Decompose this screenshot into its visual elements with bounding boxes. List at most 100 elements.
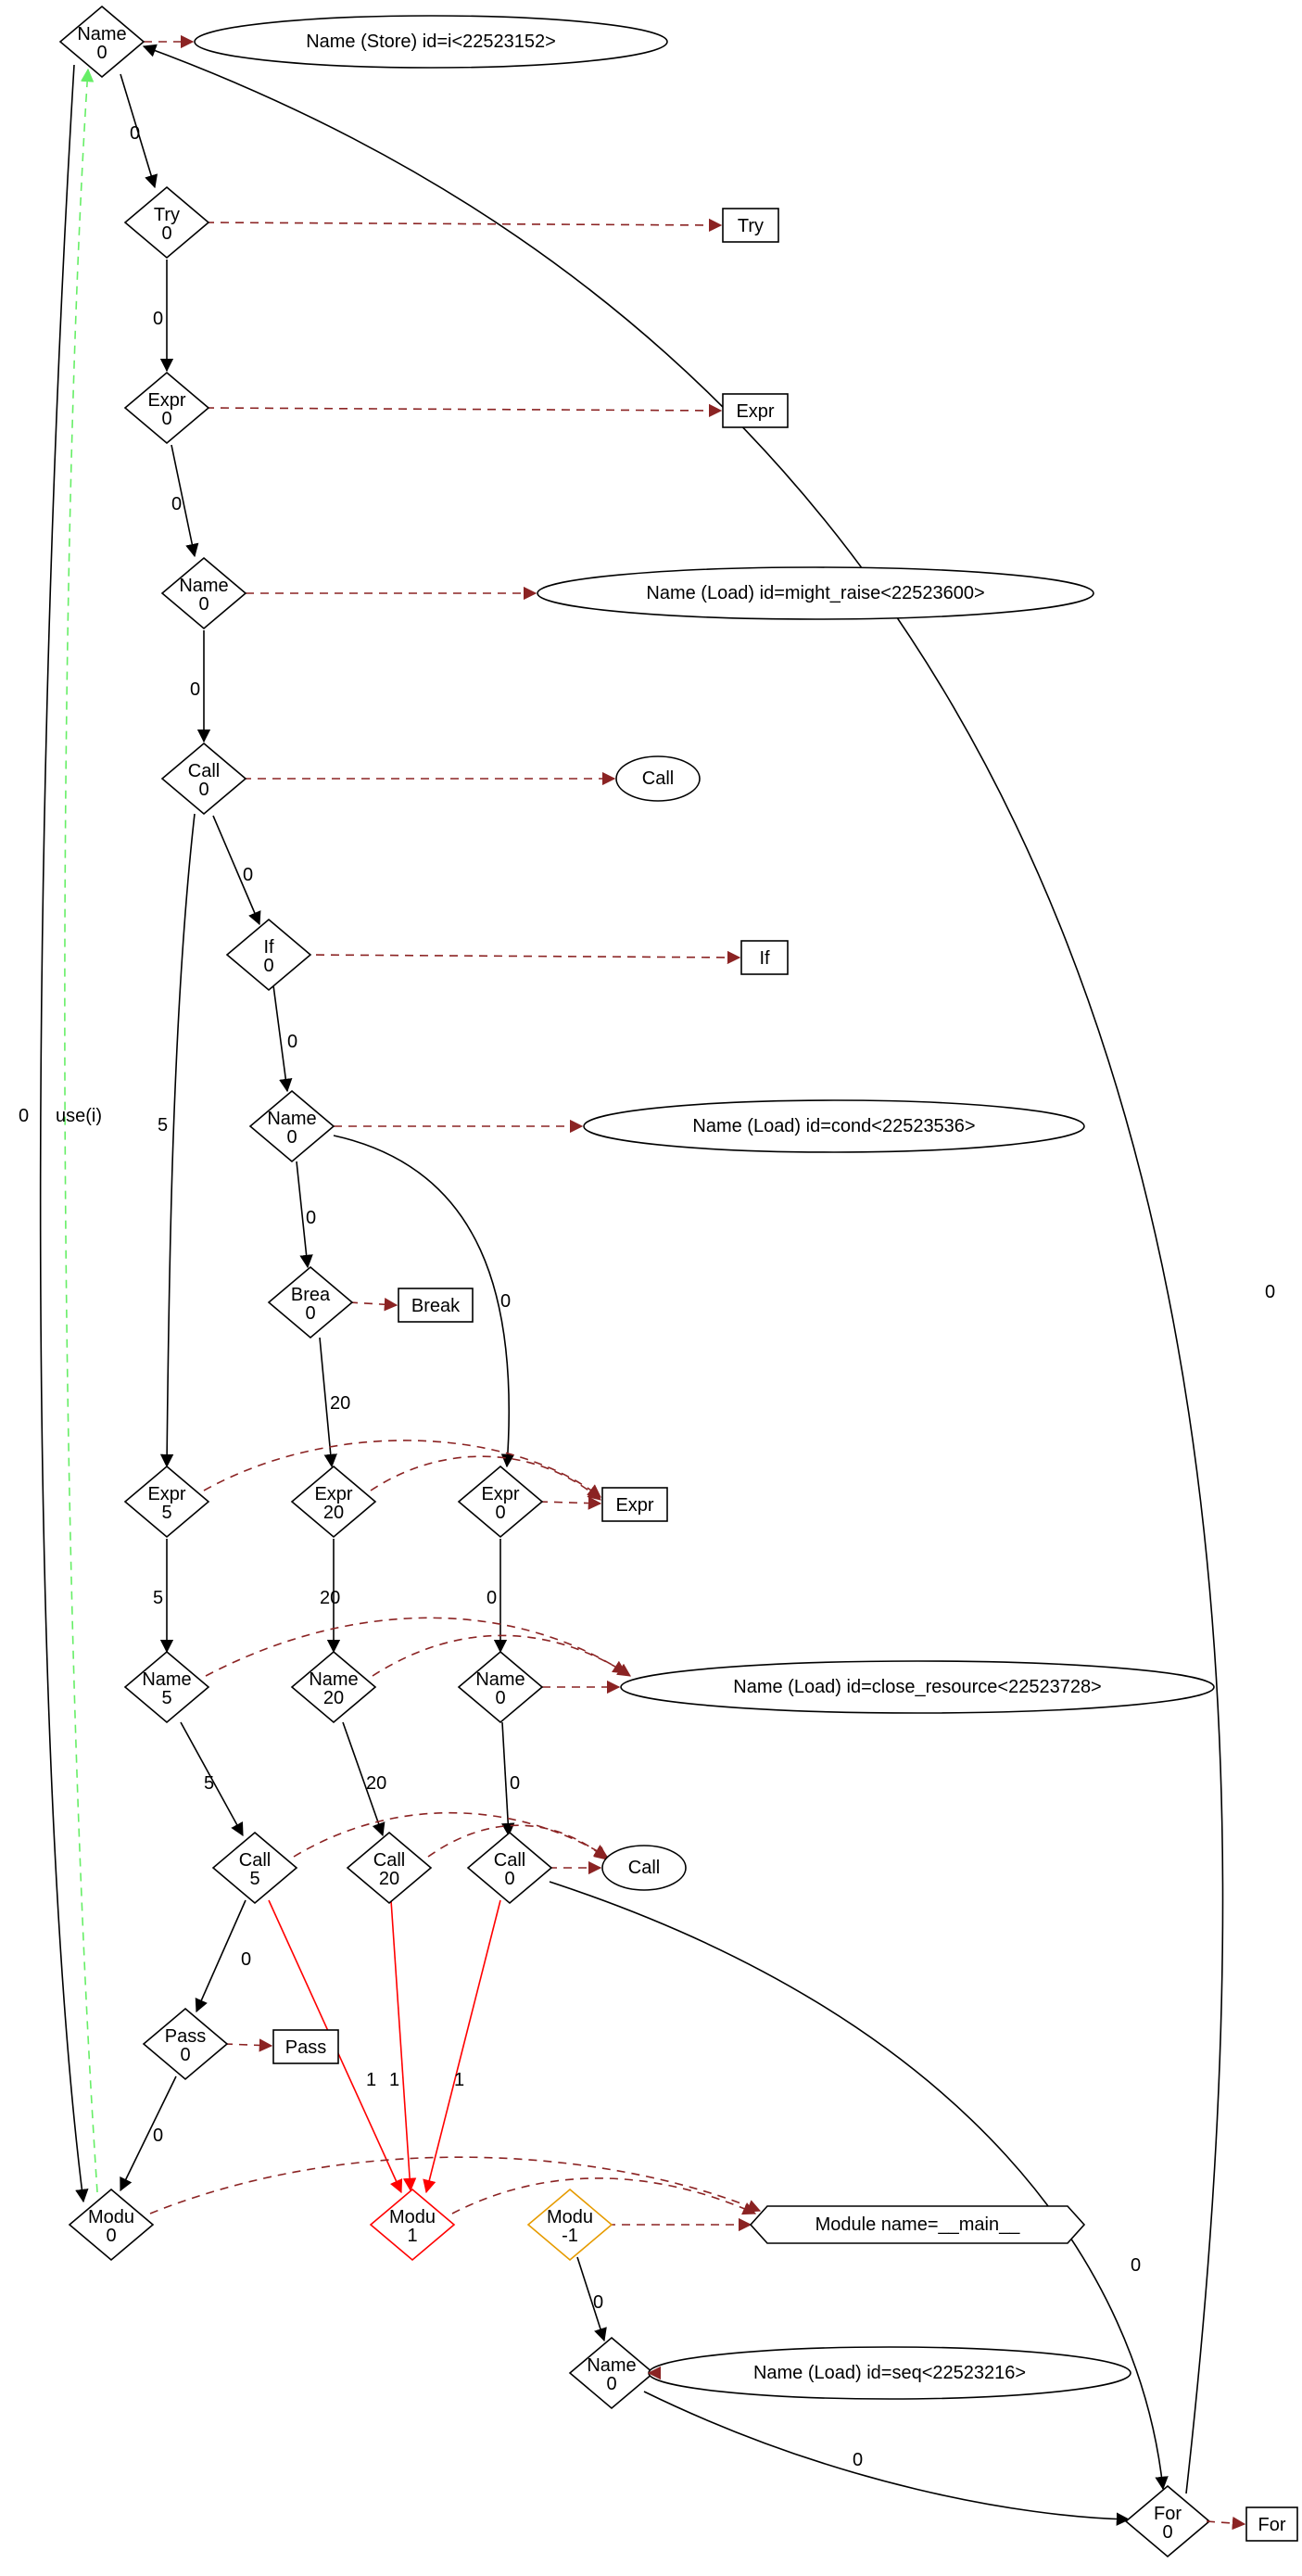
edge-label: 0 (500, 1291, 511, 1312)
edge-label: 0 (153, 2126, 163, 2146)
diamond-node: Name0 (60, 6, 144, 77)
svg-text:Expr: Expr (314, 1484, 352, 1504)
diamond-node: Name20 (292, 1652, 375, 1722)
diamond-node: Call20 (348, 1833, 431, 1903)
rect-node: For (1246, 2507, 1297, 2541)
edge-label: 5 (204, 1773, 214, 1794)
svg-text:For: For (1154, 2504, 1182, 2524)
svg-text:0: 0 (96, 43, 107, 63)
edge-label: 0 (487, 1588, 497, 1608)
svg-text:20: 20 (323, 1688, 344, 1708)
edge-label: 20 (366, 1773, 386, 1794)
svg-text:Name: Name (179, 576, 228, 596)
ellipse-node: Call (616, 756, 700, 801)
diamond-node: Call0 (162, 743, 246, 814)
svg-text:20: 20 (323, 1503, 344, 1523)
edge-label: 5 (158, 1115, 168, 1136)
svg-text:Name (Load) id=seq<22523216>: Name (Load) id=seq<22523216> (753, 2363, 1026, 2383)
edge-label: 1 (389, 2070, 399, 2090)
svg-text:0: 0 (106, 2226, 116, 2246)
edge-label: 5 (153, 1588, 163, 1608)
svg-text:Expr: Expr (481, 1484, 519, 1504)
ellipse-node: Name (Load) id=seq<22523216> (649, 2347, 1131, 2399)
svg-text:Modu: Modu (547, 2207, 593, 2227)
svg-text:If: If (263, 937, 274, 958)
svg-text:Call: Call (494, 1850, 525, 1871)
svg-text:Name (Load) id=might_raise<225: Name (Load) id=might_raise<22523600> (646, 583, 984, 603)
nodes-layer: Name0Try0Expr0Name0Call0If0Name0Brea0Exp… (60, 6, 1297, 2557)
svg-text:For: For (1258, 2515, 1286, 2535)
svg-text:Expr: Expr (736, 401, 774, 422)
diamond-node: Try0 (125, 187, 209, 258)
svg-text:Call: Call (239, 1850, 271, 1871)
diamond-node: Name5 (125, 1652, 209, 1722)
svg-text:5: 5 (161, 1688, 171, 1708)
svg-text:5: 5 (249, 1869, 259, 1889)
svg-text:Call: Call (188, 761, 220, 781)
edge-label: 20 (320, 1588, 340, 1608)
diamond-node: For0 (1126, 2486, 1209, 2557)
diamond-node: Name0 (570, 2338, 653, 2408)
svg-text:Name: Name (142, 1669, 191, 1690)
svg-text:Modu: Modu (389, 2207, 436, 2227)
edge-label: 20 (330, 1393, 350, 1414)
rect-node: Expr (723, 394, 788, 427)
svg-text:Pass: Pass (285, 2037, 326, 2058)
rect-node: Expr (602, 1488, 667, 1521)
svg-text:20: 20 (379, 1869, 399, 1889)
edge-label: 0 (1131, 2255, 1141, 2276)
svg-text:Call: Call (373, 1850, 405, 1871)
rect-node: If (741, 941, 788, 974)
edge-label: 1 (366, 2070, 376, 2090)
svg-text:Name (Load) id=cond<22523536>: Name (Load) id=cond<22523536> (692, 1116, 975, 1136)
svg-text:0: 0 (305, 1303, 315, 1324)
edge-label: 0 (287, 1032, 297, 1052)
diamond-node: Expr0 (459, 1466, 542, 1537)
ellipse-node: Name (Load) id=cond<22523536> (584, 1100, 1084, 1152)
svg-text:0: 0 (504, 1869, 514, 1889)
svg-text:If: If (759, 948, 770, 969)
svg-text:0: 0 (198, 780, 209, 800)
ellipse-node: Name (Load) id=might_raise<22523600> (537, 567, 1093, 619)
svg-text:0: 0 (495, 1503, 505, 1523)
svg-text:Break: Break (411, 1296, 461, 1316)
svg-text:Name: Name (77, 24, 126, 44)
diamond-node: Name0 (162, 558, 246, 628)
ellipse-node: Name (Store) id=i<22523152> (195, 16, 667, 68)
svg-text:Name (Load) id=close_resource<: Name (Load) id=close_resource<22523728> (733, 1677, 1102, 1697)
edge-label: 1 (454, 2070, 464, 2090)
svg-text:Modu: Modu (88, 2207, 134, 2227)
svg-text:0: 0 (161, 409, 171, 429)
svg-text:Expr: Expr (615, 1495, 653, 1516)
edge-label: 0 (241, 1949, 251, 1970)
green-edges: use(i) (56, 70, 102, 2192)
rect-node: Pass (273, 2030, 338, 2063)
svg-text:0: 0 (495, 1688, 505, 1708)
edge-label: 0 (130, 123, 140, 144)
svg-text:Brea: Brea (291, 1285, 331, 1305)
diamond-node: Name0 (459, 1652, 542, 1722)
diamond-node: Call0 (468, 1833, 551, 1903)
diamond-node: Name0 (250, 1091, 334, 1161)
svg-text:Name (Store) id=i<22523152>: Name (Store) id=i<22523152> (306, 32, 556, 52)
flowchart-canvas: 0 0 0 0 0 0 0 0 20 5 5 20 0 (0, 0, 1302, 2576)
edge-label: 0 (510, 1773, 520, 1794)
svg-text:Name: Name (267, 1109, 316, 1129)
ellipse-node: Call (602, 1846, 686, 1890)
svg-text:0: 0 (180, 2045, 190, 2065)
svg-text:Call: Call (642, 768, 674, 789)
edge-label: 0 (853, 2450, 863, 2470)
rect-node: Try (723, 209, 778, 242)
ellipse-node: Name (Load) id=close_resource<22523728> (621, 1661, 1214, 1713)
dashed-edges (144, 42, 760, 2373)
diamond-node: Expr5 (125, 1466, 209, 1537)
diamond-node: Modu0 (70, 2189, 153, 2260)
diamond-node: Pass0 (144, 2009, 227, 2079)
svg-text:Call: Call (628, 1858, 660, 1878)
diamond-node: Expr0 (125, 373, 209, 443)
rect-node: Break (398, 1288, 473, 1322)
edge-label: 0 (1265, 1282, 1275, 1302)
svg-text:0: 0 (161, 223, 171, 244)
edge-label: use(i) (56, 1106, 102, 1126)
svg-text:0: 0 (263, 956, 273, 976)
